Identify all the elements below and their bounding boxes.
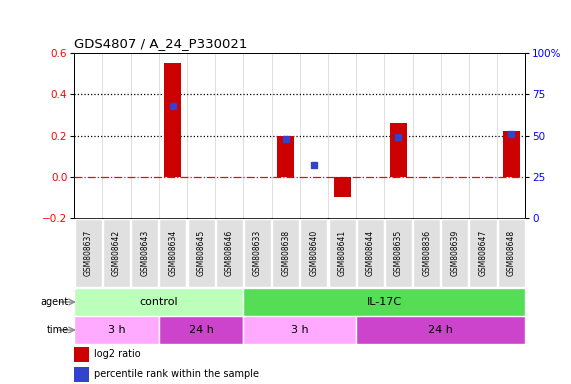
Text: 24 h: 24 h [188,325,214,335]
FancyBboxPatch shape [103,219,130,286]
Text: 3 h: 3 h [108,325,125,335]
FancyBboxPatch shape [300,219,327,286]
FancyBboxPatch shape [469,219,497,286]
Text: log2 ratio: log2 ratio [94,349,141,359]
Bar [164,63,182,177]
Text: GSM808645: GSM808645 [196,230,206,276]
Text: GSM808641: GSM808641 [337,230,347,276]
Bar [356,316,525,344]
FancyBboxPatch shape [159,219,187,286]
FancyBboxPatch shape [441,219,468,286]
Bar [278,136,294,177]
Text: GSM808634: GSM808634 [168,230,178,276]
Text: GSM808639: GSM808639 [451,230,459,276]
FancyBboxPatch shape [216,219,243,286]
Bar [390,123,407,177]
Text: control: control [139,297,178,307]
Text: GSM808643: GSM808643 [140,230,149,276]
Bar [74,288,243,316]
Text: GSM808637: GSM808637 [84,230,93,276]
Bar [159,316,243,344]
Text: time: time [46,325,69,335]
Text: GSM808647: GSM808647 [478,230,488,276]
Text: GSM808642: GSM808642 [112,230,121,276]
Bar [503,131,520,177]
FancyBboxPatch shape [357,219,384,286]
Text: GSM808644: GSM808644 [366,230,375,276]
Text: 24 h: 24 h [428,325,453,335]
Bar [74,347,89,362]
FancyBboxPatch shape [328,219,356,286]
FancyBboxPatch shape [131,219,158,286]
Text: GSM808646: GSM808646 [225,230,234,276]
Text: GSM808640: GSM808640 [309,230,319,276]
Text: GDS4807 / A_24_P330021: GDS4807 / A_24_P330021 [74,38,248,50]
FancyBboxPatch shape [498,219,525,286]
FancyBboxPatch shape [75,219,102,286]
Text: GSM808633: GSM808633 [253,230,262,276]
FancyBboxPatch shape [272,219,299,286]
Text: GSM808648: GSM808648 [506,230,516,276]
Bar [74,367,89,382]
Text: GSM808638: GSM808638 [281,230,290,276]
Text: IL-17C: IL-17C [367,297,402,307]
Text: 3 h: 3 h [291,325,308,335]
Bar [243,288,525,316]
Bar [74,316,159,344]
Text: GSM808836: GSM808836 [422,230,431,276]
Text: agent: agent [41,297,69,307]
Text: percentile rank within the sample: percentile rank within the sample [94,369,259,379]
FancyBboxPatch shape [244,219,271,286]
Bar [333,177,351,197]
FancyBboxPatch shape [413,219,440,286]
Bar [243,316,356,344]
Text: GSM808635: GSM808635 [394,230,403,276]
FancyBboxPatch shape [187,219,215,286]
FancyBboxPatch shape [385,219,412,286]
